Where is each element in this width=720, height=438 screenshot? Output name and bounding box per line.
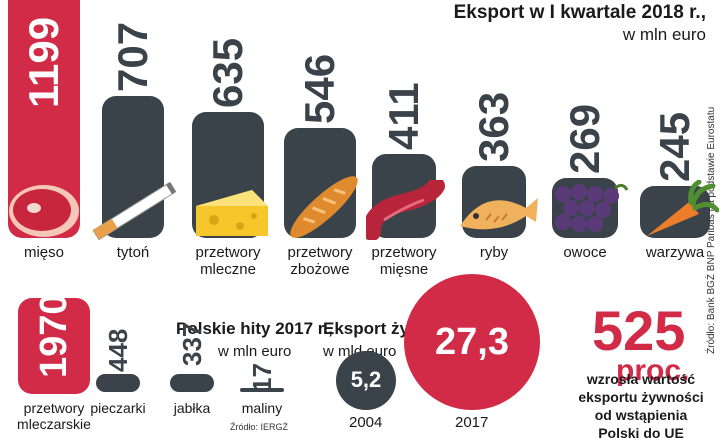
hit-bar-jabłka (170, 374, 214, 392)
growth-note: wzrosła wartość eksportu żywności od wstąp… (578, 371, 704, 438)
hit-category-label: przetwory mleczarskie (17, 400, 91, 432)
hit-bar-przetwory-mleczarskie (18, 298, 90, 394)
chart-title: Eksport w I kwartale 2018 r., (453, 2, 706, 23)
hits-unit: w mln euro (218, 343, 292, 360)
export-value-label: 27,3 (435, 320, 509, 363)
hits-source: Źródło: IERGŻ (230, 422, 289, 432)
chart-unit: w mln euro (622, 25, 706, 44)
bar-value-label: 269 (561, 103, 608, 174)
hit-bar-maliny (240, 388, 284, 392)
steak-icon (6, 180, 82, 245)
cheese-icon (192, 184, 272, 245)
hit-value-label: 448 (103, 328, 133, 372)
hit-value-label: 337 (177, 322, 207, 366)
bar-value-label: 635 (204, 37, 251, 108)
export-value-label: 5,2 (350, 367, 382, 393)
hit-category-label: pieczarki (90, 400, 146, 416)
carrot-icon (639, 179, 720, 245)
hit-category-label: maliny (241, 400, 283, 416)
growth-unit: proc. (616, 354, 690, 387)
cigarette-icon (87, 180, 187, 245)
bar-value-label: 546 (296, 53, 343, 124)
category-label: owoce (563, 244, 607, 261)
category-label: ryby (479, 244, 509, 261)
bar-value-label: 363 (470, 91, 517, 162)
year-label: 2004 (349, 414, 383, 431)
bar-value-label: 245 (651, 111, 698, 182)
category-label: tytoń (116, 244, 150, 261)
category-label: przetwory zbożowe (287, 244, 353, 278)
bar-value-label: 411 (380, 82, 427, 150)
bar-value-label: 707 (109, 21, 156, 92)
category-label: przetwory mięsne (371, 244, 437, 278)
export-circle-2017: 27,3 (404, 274, 540, 410)
hit-bar-pieczarki (96, 374, 140, 392)
hit-category-label: jabłka (173, 400, 211, 416)
bar-value-label: 1199 (20, 16, 67, 108)
category-label: przetwory mleczne (195, 244, 261, 278)
fish-icon (456, 180, 540, 245)
export-circle-2004: 5,2 (336, 350, 396, 410)
hit-value-label: 17 (247, 363, 277, 392)
sausage-icon (362, 177, 450, 245)
category-label: warzywa (645, 244, 705, 261)
hit-value-label: 1970 (33, 293, 75, 378)
hits-title: Polskie hity 2017 r., (176, 319, 333, 338)
category-label: mięso (23, 244, 64, 261)
year-label: 2017 (455, 414, 489, 431)
grapes-icon (549, 180, 629, 245)
bread-icon (279, 174, 369, 245)
growth-value: 525 (592, 299, 686, 362)
